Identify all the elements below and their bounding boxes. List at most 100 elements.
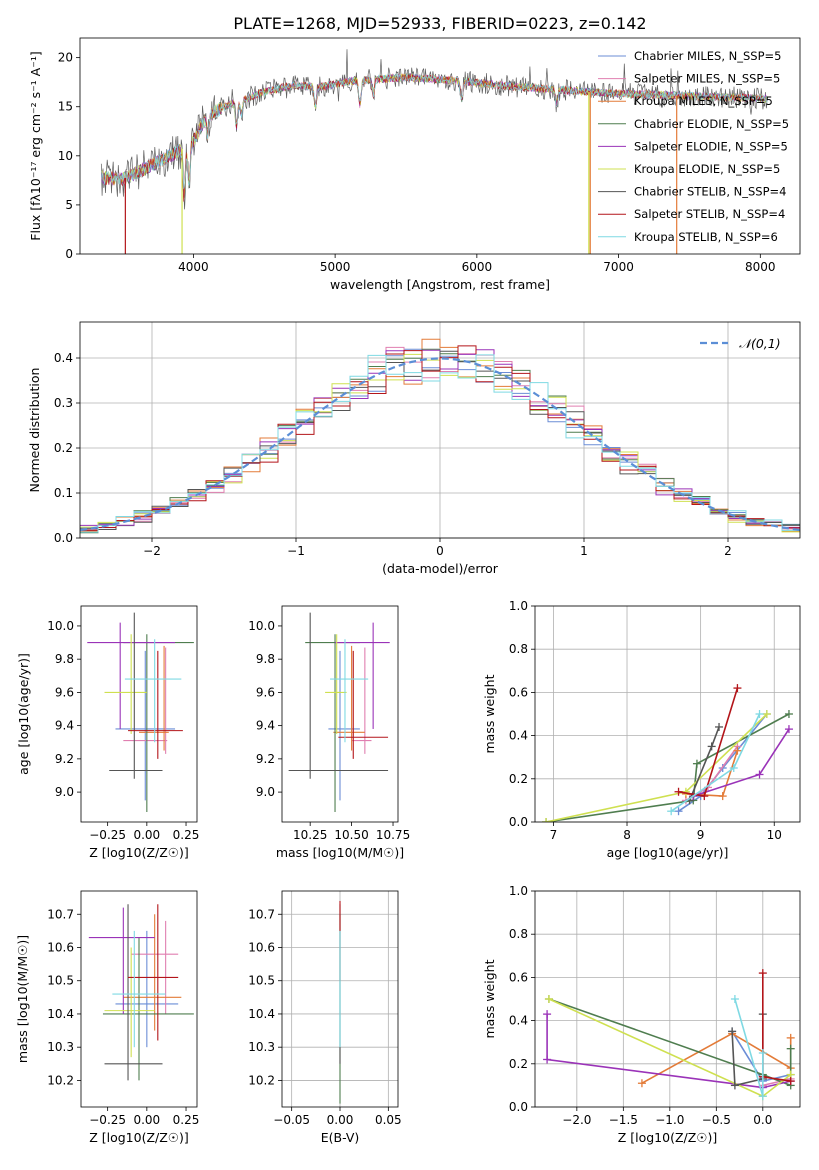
- axes-frame: [534, 605, 801, 823]
- weight-line: [548, 998, 792, 1087]
- legend-entry: Kroupa MILES, N_SSP=5: [634, 94, 773, 108]
- x-tick-label: 0.00: [133, 828, 160, 842]
- x-tick-label: 9: [697, 828, 705, 842]
- y-tick-label: 10.7: [248, 907, 275, 921]
- x-tick-label: 10: [767, 828, 782, 842]
- plot-area-age-vs-Z: [87, 612, 194, 813]
- plot-area-mass-weight-vs-age: [542, 684, 793, 822]
- y-tick-label: 0.1: [54, 486, 73, 500]
- normal-reference-curve: [80, 357, 800, 532]
- legend-entry: 𝒩(0,1): [739, 336, 781, 351]
- y-tick-label: 0.4: [54, 351, 73, 365]
- axes-frame: [534, 890, 801, 1108]
- x-tick-label: 10.50: [334, 828, 368, 842]
- y-tick-label: 10.5: [248, 974, 275, 988]
- x-tick-label: 0.00: [133, 1113, 160, 1127]
- y-tick-label: 0.6: [509, 685, 528, 699]
- x-axis-label: age [log10(age/yr)]: [607, 845, 729, 860]
- y-tick-label: 0.6: [509, 970, 528, 984]
- y-tick-label: 10.4: [248, 1007, 275, 1021]
- x-tick-label: 10.75: [376, 828, 410, 842]
- x-tick-label: −2: [143, 544, 161, 558]
- panel-mass-vs-EBV: −0.05 0.00 0.05 10.2 10.3 10.4 10.5 10.6 10.7 E(B…: [248, 890, 402, 1145]
- x-tick-label: −0.05: [273, 1113, 310, 1127]
- spectrum-line-kroupa-stelib: [101, 73, 768, 189]
- legend-entry: Chabrier MILES, N_SSP=5: [634, 49, 781, 63]
- y-tick-label: 10.6: [47, 940, 74, 954]
- x-tick-label: −0.25: [89, 828, 126, 842]
- x-tick-label: 0.05: [375, 1113, 402, 1127]
- y-tick-label: 0.0: [509, 1100, 528, 1114]
- y-tick-label: 9.6: [256, 685, 275, 699]
- y-tick-label: 10.2: [47, 1073, 74, 1087]
- y-tick-label: 9.8: [256, 652, 275, 666]
- legend-entry: Chabrier STELIB, N_SSP=4: [634, 185, 786, 199]
- x-axis-label: Z [log10(Z/Z☉)]: [89, 1130, 189, 1145]
- y-axis-label: Flux [fλ10⁻¹⁷ erg cm⁻² s⁻¹ A⁻¹]: [28, 51, 43, 240]
- y-tick-label: 5: [65, 198, 73, 212]
- legend-entry: Salpeter MILES, N_SSP=5: [634, 72, 780, 86]
- x-tick-label: 0.0: [753, 1113, 772, 1127]
- y-tick-label: 9.4: [55, 719, 74, 733]
- y-tick-label: 9.0: [256, 785, 275, 799]
- y-tick-label: 9.2: [55, 752, 74, 766]
- y-tick-label: 0.4: [509, 729, 528, 743]
- x-axis-label: wavelength [Angstrom, rest frame]: [330, 277, 550, 292]
- y-tick-label: 9.6: [55, 685, 74, 699]
- panel-mass-vs-Z: −0.25 0.00 0.25 10.2 10.3 10.4 10.5 10.6 10.7 Z […: [15, 890, 200, 1145]
- legend-entry: Chabrier ELODIE, N_SSP=5: [634, 117, 789, 131]
- legend-entry: Salpeter ELODIE, N_SSP=5: [634, 139, 788, 153]
- y-tick-label: 10.5: [47, 974, 74, 988]
- frame-age-vs-Z: −0.25 0.00 0.25 9.0 9.2 9.4 9.6 9.8 10.0 Z [log10…: [16, 605, 199, 860]
- x-tick-label: 2: [724, 544, 732, 558]
- y-tick-label: 1.0: [509, 884, 528, 898]
- y-axis-label: mass weight: [482, 959, 497, 1038]
- y-axis-label: mass [log10(M/M☉)]: [15, 935, 30, 1063]
- y-axis-label: age [log10(age/yr)]: [16, 653, 31, 775]
- x-tick-label: −1: [287, 544, 305, 558]
- axes-frame: [281, 605, 399, 823]
- panel-mass-weight-vs-age: 7 8 9 10 0.0 0.2 0.4 0.6 0.8 1.0 age [log10(age/yr…: [482, 599, 801, 860]
- plot-area-spectrum: [100, 49, 768, 254]
- panel-spectrum: 4000 5000 6000 7000 8000 0 5 10 15 20 wavelength […: [28, 37, 801, 292]
- x-axis-label: (data-model)/error: [382, 561, 499, 576]
- x-tick-label: 4000: [178, 260, 209, 274]
- y-tick-label: 10.3: [47, 1040, 74, 1054]
- y-tick-label: 9.4: [256, 719, 275, 733]
- frame-mass-weight-vs-Z: −2.0 −1.5 −1.0 −0.5 0.0 0.0 0.2 0.4 0.6 0.8 1.0 Z […: [482, 884, 801, 1145]
- x-tick-label: 6000: [462, 260, 493, 274]
- plot-area-residuals: [80, 338, 800, 534]
- y-tick-label: 9.2: [256, 752, 275, 766]
- y-tick-label: 0.8: [509, 927, 528, 941]
- y-tick-label: 0.8: [509, 642, 528, 656]
- x-axis-label: Z [log10(Z/Z☉)]: [89, 845, 189, 860]
- panel-age-vs-mass: 10.25 10.50 10.75 9.0 9.2 9.4 9.6 9.8 10.0 mass […: [248, 605, 410, 860]
- y-tick-label: 10.0: [47, 619, 74, 633]
- x-tick-label: 1: [580, 544, 588, 558]
- plot-area-mass-vs-Z: [88, 904, 194, 1081]
- y-tick-label: 0.2: [509, 1057, 528, 1071]
- y-tick-label: 10.6: [248, 940, 275, 954]
- x-tick-label: −0.25: [89, 1113, 126, 1127]
- y-tick-label: 0.3: [54, 396, 73, 410]
- axes-frame: [80, 605, 198, 823]
- x-tick-label: 0.25: [173, 1113, 200, 1127]
- frame-mass-weight-vs-age: 7 8 9 10 0.0 0.2 0.4 0.6 0.8 1.0 age [log10(age/yr…: [482, 599, 801, 860]
- frame-age-vs-mass: 10.25 10.50 10.75 9.0 9.2 9.4 9.6 9.8 10.0 mass […: [248, 605, 410, 860]
- y-tick-label: 1.0: [509, 599, 528, 613]
- frame-spectrum: 4000 5000 6000 7000 8000 0 5 10 15 20 wavelength […: [28, 37, 801, 292]
- y-tick-label: 10.3: [248, 1040, 275, 1054]
- y-tick-label: 10.4: [47, 1007, 74, 1021]
- x-axis-label: mass [log10(M/M☉)]: [276, 845, 404, 860]
- y-tick-label: 10.2: [248, 1073, 275, 1087]
- y-tick-label: 9.8: [55, 652, 74, 666]
- x-tick-label: 8: [623, 828, 631, 842]
- x-axis-label: Z [log10(Z/Z☉)]: [618, 1130, 718, 1145]
- y-tick-label: 0.4: [509, 1014, 528, 1028]
- legend: Chabrier MILES, N_SSP=5 Salpeter MILES, N…: [598, 49, 789, 244]
- plot-area-age-vs-mass: [288, 612, 390, 813]
- y-tick-label: 0.0: [54, 531, 73, 545]
- y-axis-label: Normed distribution: [27, 368, 42, 493]
